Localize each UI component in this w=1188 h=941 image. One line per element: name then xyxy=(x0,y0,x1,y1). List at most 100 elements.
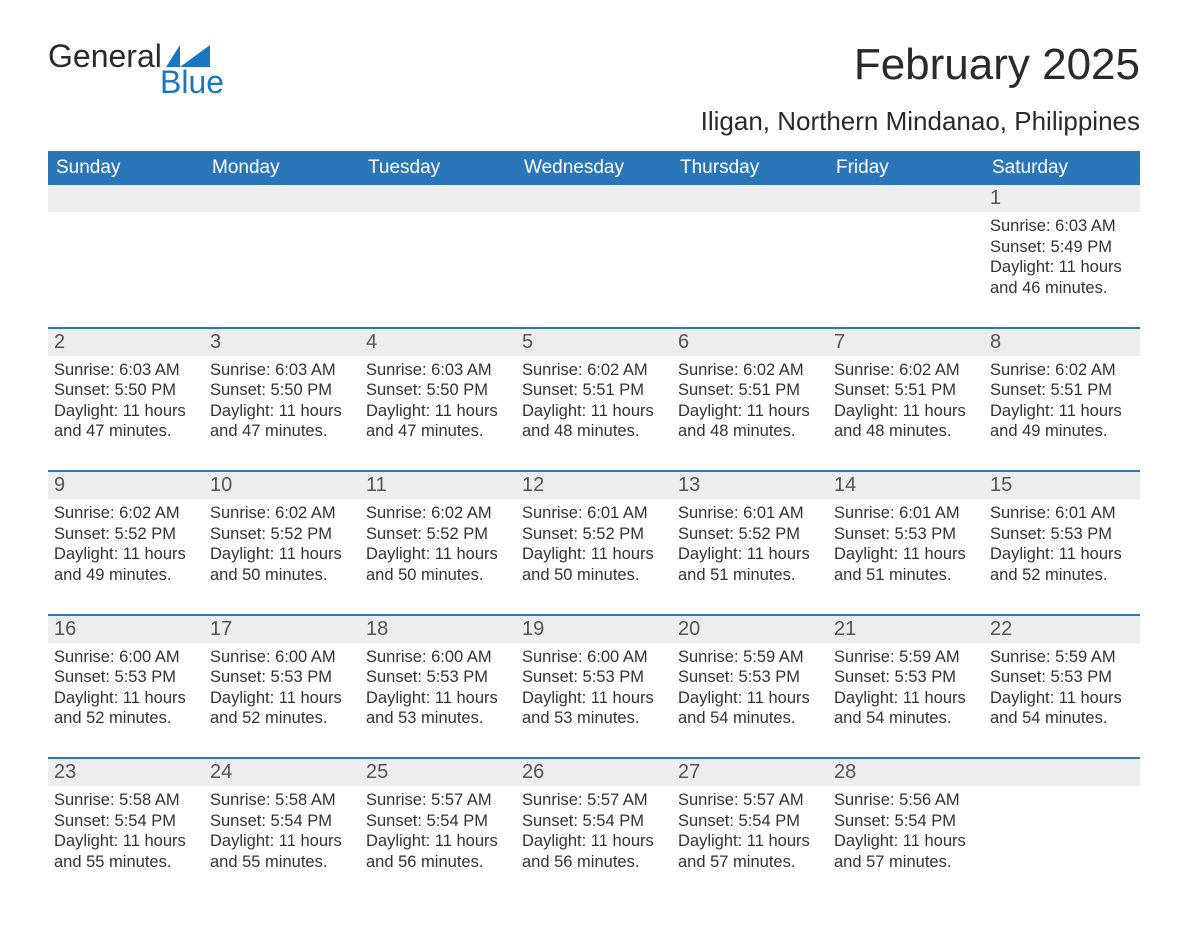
daylight-line: Daylight: 11 hours and 47 minutes. xyxy=(210,401,354,442)
day-number: 21 xyxy=(828,616,984,643)
sunrise-line: Sunrise: 6:02 AM xyxy=(210,503,354,524)
sunset-line: Sunset: 5:54 PM xyxy=(522,811,666,832)
day-body: Sunrise: 6:02 AMSunset: 5:51 PMDaylight:… xyxy=(516,356,672,467)
sunset-line: Sunset: 5:50 PM xyxy=(366,380,510,401)
day-number: 20 xyxy=(672,616,828,643)
day-number xyxy=(516,185,672,212)
day-body: Sunrise: 5:59 AMSunset: 5:53 PMDaylight:… xyxy=(672,643,828,754)
sunrise-line: Sunrise: 5:58 AM xyxy=(54,790,198,811)
sunset-line: Sunset: 5:54 PM xyxy=(54,811,198,832)
daylight-line: Daylight: 11 hours and 56 minutes. xyxy=(366,831,510,872)
sunset-line: Sunset: 5:49 PM xyxy=(990,237,1134,258)
sunrise-line: Sunrise: 6:01 AM xyxy=(522,503,666,524)
day-number: 23 xyxy=(48,759,204,786)
sunrise-line: Sunrise: 6:03 AM xyxy=(54,360,198,381)
logo: General Blue xyxy=(48,40,224,98)
sunrise-line: Sunrise: 5:58 AM xyxy=(210,790,354,811)
day-body xyxy=(672,212,828,240)
day-body: Sunrise: 5:57 AMSunset: 5:54 PMDaylight:… xyxy=(516,786,672,897)
sunset-line: Sunset: 5:53 PM xyxy=(990,667,1134,688)
sunset-line: Sunset: 5:53 PM xyxy=(210,667,354,688)
daynum-row: 2345678 xyxy=(48,329,1140,356)
sunrise-line: Sunrise: 5:57 AM xyxy=(678,790,822,811)
day-number: 26 xyxy=(516,759,672,786)
day-number: 16 xyxy=(48,616,204,643)
sunrise-line: Sunrise: 6:02 AM xyxy=(834,360,978,381)
day-body: Sunrise: 5:57 AMSunset: 5:54 PMDaylight:… xyxy=(672,786,828,897)
sunset-line: Sunset: 5:52 PM xyxy=(522,524,666,545)
day-number: 18 xyxy=(360,616,516,643)
day-number: 28 xyxy=(828,759,984,786)
dow-cell: Tuesday xyxy=(360,151,516,185)
sunset-line: Sunset: 5:51 PM xyxy=(678,380,822,401)
sunrise-line: Sunrise: 6:00 AM xyxy=(210,647,354,668)
page-subtitle: Iligan, Northern Mindanao, Philippines xyxy=(48,106,1140,137)
sunrise-line: Sunrise: 6:03 AM xyxy=(210,360,354,381)
daylight-line: Daylight: 11 hours and 46 minutes. xyxy=(990,257,1134,298)
daylight-line: Daylight: 11 hours and 52 minutes. xyxy=(990,544,1134,585)
day-body: Sunrise: 5:59 AMSunset: 5:53 PMDaylight:… xyxy=(984,643,1140,754)
daylight-line: Daylight: 11 hours and 54 minutes. xyxy=(834,688,978,729)
daylight-line: Daylight: 11 hours and 51 minutes. xyxy=(678,544,822,585)
sunrise-line: Sunrise: 6:02 AM xyxy=(990,360,1134,381)
daylight-line: Daylight: 11 hours and 55 minutes. xyxy=(210,831,354,872)
sunset-line: Sunset: 5:52 PM xyxy=(366,524,510,545)
day-number: 19 xyxy=(516,616,672,643)
sunrise-line: Sunrise: 6:02 AM xyxy=(366,503,510,524)
daylight-line: Daylight: 11 hours and 54 minutes. xyxy=(990,688,1134,729)
day-number: 27 xyxy=(672,759,828,786)
day-body: Sunrise: 5:58 AMSunset: 5:54 PMDaylight:… xyxy=(204,786,360,897)
day-body-row: Sunrise: 5:58 AMSunset: 5:54 PMDaylight:… xyxy=(48,786,1140,897)
dow-cell: Saturday xyxy=(984,151,1140,185)
daynum-row: 9101112131415 xyxy=(48,472,1140,499)
sunrise-line: Sunrise: 6:02 AM xyxy=(54,503,198,524)
sunrise-line: Sunrise: 6:02 AM xyxy=(522,360,666,381)
day-number: 10 xyxy=(204,472,360,499)
day-body xyxy=(360,212,516,240)
sunset-line: Sunset: 5:51 PM xyxy=(834,380,978,401)
day-body: Sunrise: 6:01 AMSunset: 5:52 PMDaylight:… xyxy=(516,499,672,610)
sunset-line: Sunset: 5:50 PM xyxy=(54,380,198,401)
day-number: 1 xyxy=(984,185,1140,212)
day-number: 12 xyxy=(516,472,672,499)
day-number: 15 xyxy=(984,472,1140,499)
day-number: 13 xyxy=(672,472,828,499)
day-number: 9 xyxy=(48,472,204,499)
dow-cell: Friday xyxy=(828,151,984,185)
day-body: Sunrise: 6:00 AMSunset: 5:53 PMDaylight:… xyxy=(516,643,672,754)
day-body xyxy=(204,212,360,240)
day-body: Sunrise: 6:01 AMSunset: 5:52 PMDaylight:… xyxy=(672,499,828,610)
sunset-line: Sunset: 5:53 PM xyxy=(834,524,978,545)
day-body: Sunrise: 5:58 AMSunset: 5:54 PMDaylight:… xyxy=(48,786,204,897)
day-of-week-header: SundayMondayTuesdayWednesdayThursdayFrid… xyxy=(48,151,1140,185)
sunset-line: Sunset: 5:54 PM xyxy=(834,811,978,832)
day-body xyxy=(984,786,1140,814)
sunset-line: Sunset: 5:51 PM xyxy=(990,380,1134,401)
sunset-line: Sunset: 5:51 PM xyxy=(522,380,666,401)
sunrise-line: Sunrise: 5:59 AM xyxy=(678,647,822,668)
day-number: 2 xyxy=(48,329,204,356)
day-number: 22 xyxy=(984,616,1140,643)
sunrise-line: Sunrise: 6:01 AM xyxy=(678,503,822,524)
day-body: Sunrise: 6:01 AMSunset: 5:53 PMDaylight:… xyxy=(828,499,984,610)
day-number: 3 xyxy=(204,329,360,356)
sunset-line: Sunset: 5:52 PM xyxy=(54,524,198,545)
day-body xyxy=(828,212,984,240)
sunrise-line: Sunrise: 6:00 AM xyxy=(54,647,198,668)
sunset-line: Sunset: 5:53 PM xyxy=(990,524,1134,545)
sunrise-line: Sunrise: 6:00 AM xyxy=(366,647,510,668)
sunset-line: Sunset: 5:50 PM xyxy=(210,380,354,401)
day-number xyxy=(984,759,1140,786)
day-body: Sunrise: 6:02 AMSunset: 5:51 PMDaylight:… xyxy=(984,356,1140,467)
sunrise-line: Sunrise: 5:56 AM xyxy=(834,790,978,811)
day-number: 7 xyxy=(828,329,984,356)
daylight-line: Daylight: 11 hours and 51 minutes. xyxy=(834,544,978,585)
day-number: 8 xyxy=(984,329,1140,356)
daylight-line: Daylight: 11 hours and 55 minutes. xyxy=(54,831,198,872)
day-body: Sunrise: 5:56 AMSunset: 5:54 PMDaylight:… xyxy=(828,786,984,897)
sunset-line: Sunset: 5:52 PM xyxy=(678,524,822,545)
day-body-row: Sunrise: 6:00 AMSunset: 5:53 PMDaylight:… xyxy=(48,643,1140,754)
logo-word1: General xyxy=(48,40,162,72)
calendar: SundayMondayTuesdayWednesdayThursdayFrid… xyxy=(48,151,1140,897)
sunset-line: Sunset: 5:54 PM xyxy=(366,811,510,832)
